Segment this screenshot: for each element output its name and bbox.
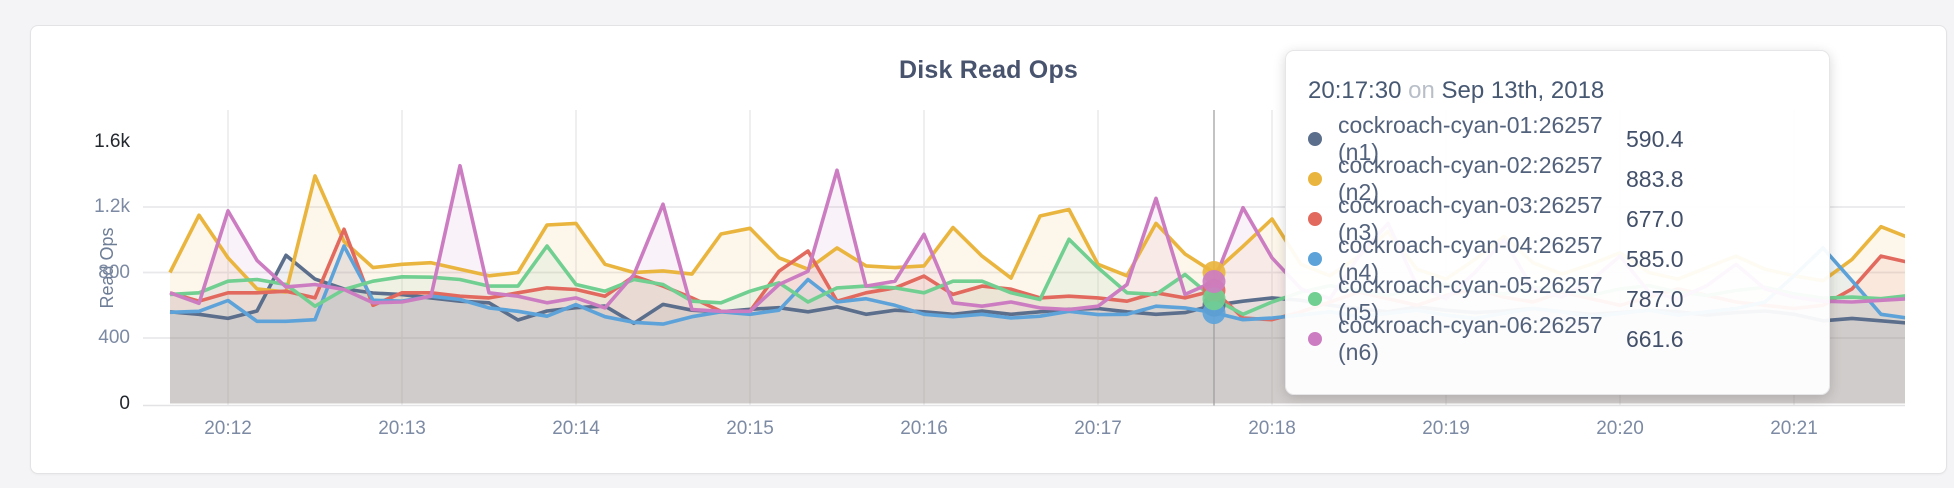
tooltip-row: cockroach-cyan-03:26257 (n3) 677.0 [1304,192,1805,245]
series-label: cockroach-cyan-05:26257 (n5) [1338,272,1603,325]
series-label: cockroach-cyan-03:26257 (n3) [1338,192,1603,245]
x-tick-20:19: 20:19 [1422,418,1470,439]
y-tick-0: 0 [119,392,130,414]
series-color-dot-icon [1308,332,1322,346]
hover-dot-n6 [1202,270,1226,294]
tooltip-series-list: cockroach-cyan-01:26257 (n1) 590.4 cockroa… [1304,112,1805,365]
x-tick-20:21: 20:21 [1770,418,1818,439]
x-tick-20:20: 20:20 [1596,418,1644,439]
chart-title: Disk Read Ops [898,56,1079,84]
series-value: 883.8 [1626,165,1684,192]
tooltip-connector: on [1408,77,1435,104]
tooltip-row: cockroach-cyan-02:26257 (n2) 883.8 [1304,152,1805,205]
series-color-dot-icon [1308,292,1322,306]
tooltip-row: cockroach-cyan-06:26257 (n6) 661.6 [1304,312,1805,365]
series-color-dot-icon [1308,212,1322,226]
y-tick-800: 800 [98,261,130,283]
y-tick-1.6k: 1.6k [94,130,130,152]
series-label: cockroach-cyan-04:26257 (n4) [1338,232,1603,285]
x-tick-20:18: 20:18 [1248,418,1296,439]
x-tick-20:17: 20:17 [1074,418,1122,439]
series-value: 590.4 [1626,125,1684,152]
series-value: 787.0 [1626,285,1684,312]
series-label: cockroach-cyan-06:26257 (n6) [1338,312,1603,365]
series-value: 677.0 [1626,205,1684,232]
tooltip-row: cockroach-cyan-01:26257 (n1) 590.4 [1304,112,1805,165]
x-tick-20:16: 20:16 [900,418,948,439]
series-value: 585.0 [1626,245,1684,272]
series-color-dot-icon [1308,252,1322,266]
x-tick-20:12: 20:12 [204,418,252,439]
tooltip-date: Sep 13th, 2018 [1441,77,1605,104]
series-color-dot-icon [1308,132,1322,146]
x-tick-20:13: 20:13 [378,418,426,439]
tooltip-row: cockroach-cyan-05:26257 (n5) 787.0 [1304,272,1805,325]
y-tick-1.2k: 1.2k [94,196,130,217]
series-color-dot-icon [1308,172,1322,186]
series-label: cockroach-cyan-01:26257 (n1) [1338,112,1603,165]
tooltip-row: cockroach-cyan-04:26257 (n4) 585.0 [1304,232,1805,285]
hover-dot-n5 [1202,287,1226,311]
tooltip-time: 20:17:30 [1308,77,1402,104]
x-tick-20:14: 20:14 [552,418,600,439]
hover-tooltip: 20:17:30 on Sep 13th, 2018 cockroach-cya… [1285,50,1830,395]
series-label: cockroach-cyan-02:26257 (n2) [1338,152,1603,205]
x-tick-20:15: 20:15 [726,418,774,439]
y-tick-400: 400 [98,327,130,348]
tooltip-header: 20:17:30 on Sep 13th, 2018 [1304,77,1805,105]
series-value: 661.6 [1626,325,1684,352]
